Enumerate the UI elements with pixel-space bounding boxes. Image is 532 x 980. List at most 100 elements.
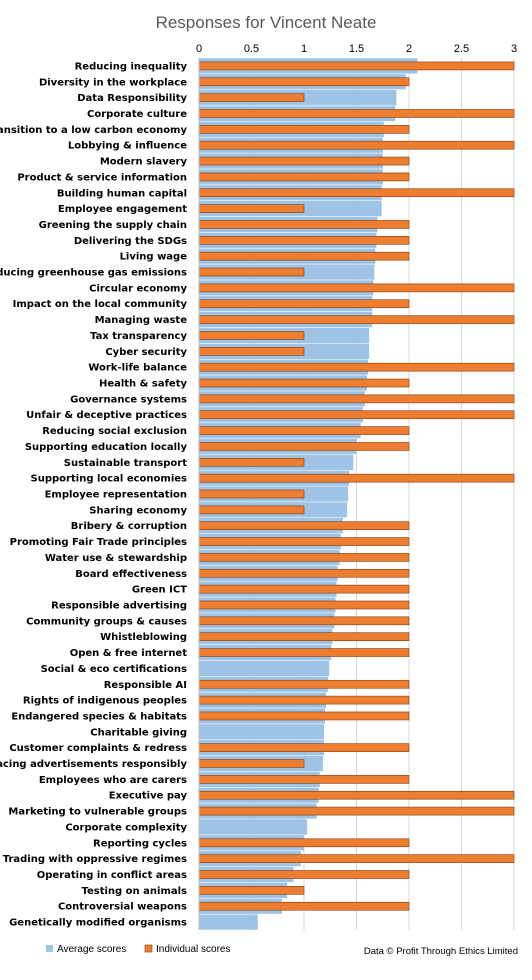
x-tick-label: 3: [511, 43, 517, 55]
category-label: Impact on the local community: [13, 299, 188, 310]
category-label: Diversity in the workplace: [39, 77, 187, 88]
legend-swatch-individual: [144, 944, 153, 953]
category-label: Cyber security: [105, 347, 187, 358]
category-label: Marketing to vulnerable groups: [8, 807, 187, 818]
individual-bar: [198, 315, 515, 324]
category-label: Reducing greenhouse gas emissions: [0, 268, 187, 279]
category-label: Delivering the SDGs: [74, 236, 187, 247]
category-label: Modern slavery: [100, 157, 188, 168]
individual-bar: [198, 679, 410, 689]
individual-bar: [198, 204, 305, 213]
individual-bar: [198, 267, 305, 277]
individual-bar: [198, 331, 305, 340]
individual-bar: [198, 489, 305, 499]
individual-bar: [198, 553, 410, 562]
individual-bar: [198, 109, 515, 118]
category-label: Building human capital: [57, 188, 187, 199]
x-tick-label: 1.5: [349, 43, 364, 55]
individual-bar: [198, 410, 515, 420]
category-label: Water use & stewardship: [45, 553, 187, 564]
legend-swatch-average: [46, 945, 53, 952]
individual-bar: [198, 521, 410, 531]
x-axis-ticks: 0 0.5 1 1.5 2 2.5 3: [196, 43, 517, 55]
category-label: Transition to a low carbon economy: [0, 125, 187, 136]
category-label: Living wage: [120, 252, 188, 263]
category-label: Data Responsibility: [77, 93, 187, 104]
category-label: Reporting cycles: [93, 838, 187, 849]
individual-bar: [198, 537, 410, 546]
individual-bar: [198, 600, 410, 610]
category-label: Employee representation: [45, 490, 187, 501]
individual-bar: [198, 886, 305, 895]
individual-bar: [198, 616, 410, 626]
individual-bar: [198, 790, 515, 800]
individual-bar: [198, 695, 410, 705]
category-labels: Reducing inequality Diversity in the work…: [0, 61, 187, 928]
individual-bar: [198, 236, 410, 245]
category-label: Charitable giving: [90, 727, 187, 738]
category-label: Lobbying & influence: [68, 141, 187, 152]
individual-bar: [198, 156, 410, 166]
category-label: Bribery & corruption: [71, 521, 187, 532]
category-label: Executive pay: [109, 791, 188, 802]
individual-bar: [198, 632, 410, 641]
category-label: Promoting Fair Trade principles: [10, 537, 187, 548]
category-label: Corporate complexity: [65, 822, 187, 833]
category-label: Corporate culture: [87, 109, 187, 120]
individual-bar: [198, 568, 410, 578]
category-label: Tax transparency: [90, 331, 187, 342]
average-bar: [199, 724, 324, 740]
legend-label-average: Average scores: [57, 944, 126, 955]
category-label: Reducing inequality: [75, 61, 188, 72]
individual-bar: [198, 505, 305, 515]
x-tick-label: 0: [196, 43, 202, 55]
individual-bar: [198, 426, 410, 435]
category-label: Sharing economy: [89, 505, 187, 516]
individual-bar: [198, 283, 515, 293]
individual-bar: [198, 870, 410, 879]
legend: Average scores Individual scores: [46, 944, 230, 955]
x-tick-label: 1: [301, 43, 307, 55]
category-label: Managing waste: [95, 315, 188, 326]
individual-bar: [198, 442, 410, 451]
individual-bar: [198, 299, 410, 309]
average-bar: [199, 660, 330, 677]
category-label: Trading with oppressive regimes: [3, 854, 187, 865]
category-label: Endangered species & habitats: [11, 711, 187, 722]
category-label: Unfair & deceptive practices: [26, 410, 187, 421]
individual-bar: [198, 775, 410, 784]
category-label: Controversial weapons: [58, 902, 187, 913]
category-label: Social & eco certifications: [41, 664, 187, 675]
individual-bar: [198, 378, 410, 388]
category-label: Green ICT: [132, 585, 187, 596]
individual-bar: [198, 394, 515, 404]
individual-bar: [198, 93, 305, 102]
category-label: Product & service information: [17, 172, 187, 183]
category-label: Genetically modified organisms: [9, 918, 187, 929]
category-label: Community groups & causes: [26, 616, 187, 627]
category-label: Responsible AI: [104, 680, 187, 691]
individual-bar: [198, 743, 410, 752]
individual-bar: [198, 759, 305, 768]
category-label: Open & free internet: [70, 648, 188, 659]
individual-bar: [198, 77, 410, 87]
legend-label-individual: Individual scores: [156, 944, 230, 955]
category-label: Sustainable transport: [64, 458, 187, 469]
category-label: Employees who are carers: [39, 775, 187, 786]
individual-bar: [198, 457, 305, 467]
category-label: Testing on animals: [81, 886, 187, 897]
individual-bar: [198, 251, 410, 261]
individual-bar: [198, 347, 305, 356]
individual-bar: [198, 648, 410, 657]
individual-bar: [198, 711, 410, 721]
individual-bar: [198, 220, 410, 229]
individual-bar: [198, 140, 515, 150]
average-bar: [199, 914, 258, 930]
category-label: Responsible advertising: [51, 600, 187, 611]
category-label: Work-life balance: [88, 363, 187, 374]
category-label: Supporting education locally: [25, 442, 188, 453]
category-label: Customer complaints & redress: [9, 743, 187, 754]
category-label: Health & safety: [99, 379, 188, 390]
individual-bar: [198, 172, 410, 182]
